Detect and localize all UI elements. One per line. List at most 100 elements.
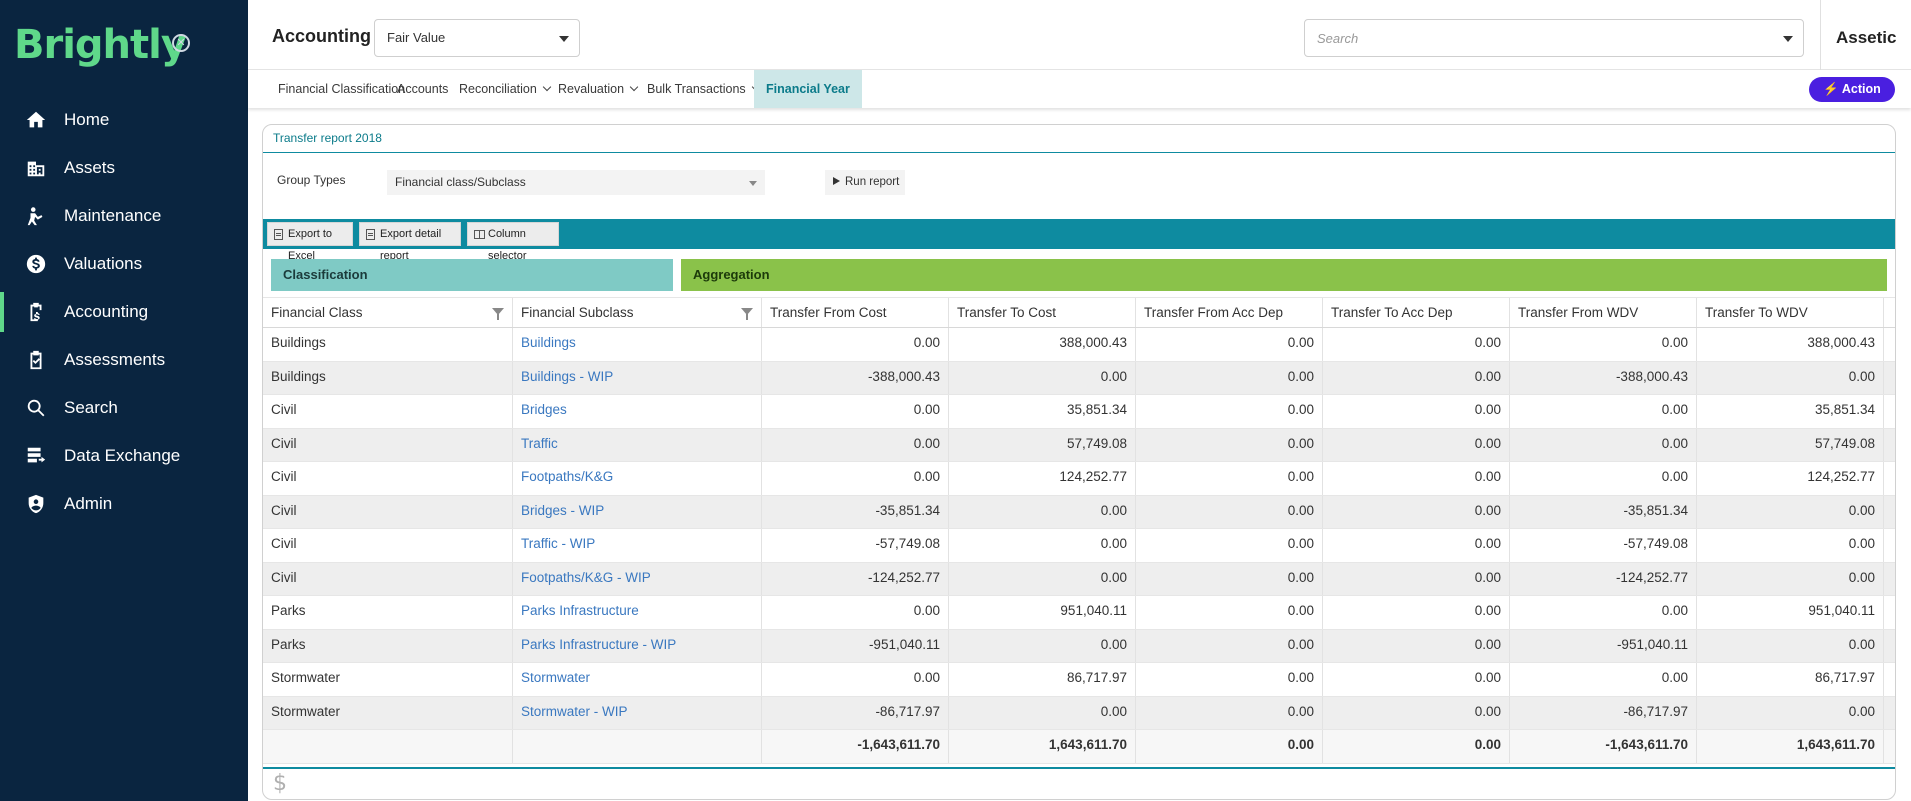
financial-class-cell: Buildings: [263, 361, 513, 394]
subclass-link[interactable]: Bridges: [513, 395, 762, 428]
tab-label: Financial Classification: [278, 82, 406, 96]
subclass-link[interactable]: Bridges - WIP: [513, 495, 762, 528]
export-excel-label: Export to Excel: [288, 228, 333, 262]
report-title: Transfer report 2018: [273, 131, 382, 145]
value-cell: 0.00: [1136, 629, 1323, 662]
sidebar-item-assessments[interactable]: Assessments: [0, 336, 248, 384]
value-cell: 0.00: [1136, 663, 1323, 696]
logo-text: Brightly: [14, 22, 187, 68]
column-header-label: Transfer To Acc Dep: [1331, 305, 1453, 320]
classification-group-header[interactable]: Classification: [271, 259, 673, 291]
run-report-button[interactable]: Run report: [825, 170, 905, 195]
value-cell: -388,000.43: [762, 361, 949, 394]
tab-revaluation[interactable]: Revaluation: [546, 70, 649, 108]
column-header[interactable]: Transfer To Acc Dep: [1323, 298, 1510, 327]
top-header: Accounting Fair Value Search Assetic: [248, 0, 1911, 70]
column-header-label: Financial Class: [271, 305, 363, 320]
value-cell: 0.00: [1136, 361, 1323, 394]
financial-class-cell: Parks: [263, 596, 513, 629]
sidebar-item-home[interactable]: Home: [0, 96, 248, 144]
value-cell: -388,000.43: [1510, 361, 1697, 394]
value-cell: 0.00: [1323, 428, 1510, 461]
subclass-link[interactable]: Stormwater: [513, 663, 762, 696]
subclass-link[interactable]: Stormwater - WIP: [513, 696, 762, 729]
global-search-input[interactable]: Search: [1304, 19, 1804, 57]
column-header[interactable]: Transfer To Cost: [949, 298, 1136, 327]
value-cell: 0.00: [949, 361, 1136, 394]
column-header-label: Transfer To Cost: [957, 305, 1057, 320]
value-cell: 0.00: [1510, 428, 1697, 461]
subclass-link[interactable]: Buildings: [513, 328, 762, 361]
subclass-link[interactable]: Traffic: [513, 428, 762, 461]
value-cell: 951,040.11: [949, 596, 1136, 629]
value-cell: 0.00: [1510, 596, 1697, 629]
value-cell: 0.00: [1697, 562, 1884, 595]
sidebar-item-maintenance[interactable]: Maintenance: [0, 192, 248, 240]
sidebar-item-data-exchange[interactable]: Data Exchange: [0, 432, 248, 480]
subclass-link[interactable]: Traffic - WIP: [513, 529, 762, 562]
subclass-link[interactable]: Parks Infrastructure: [513, 596, 762, 629]
valuation-mode-select[interactable]: Fair Value: [374, 19, 580, 57]
sidebar-nav: Home Assets Maintenance Valuations Accountin…: [0, 96, 248, 528]
value-cell: -124,252.77: [762, 562, 949, 595]
group-types-select[interactable]: Financial class/Subclass: [387, 170, 765, 195]
module-tabs: Financial Classification Accounts Reconcil…: [248, 70, 1911, 108]
brightly-logo[interactable]: Brightly: [14, 20, 187, 70]
aggregation-group-header[interactable]: Aggregation: [681, 259, 1887, 291]
value-cell: 0.00: [762, 428, 949, 461]
value-cell: 0.00: [1510, 395, 1697, 428]
column-header[interactable]: Financial Class: [263, 298, 513, 327]
dollar-icon: $: [273, 771, 287, 796]
financial-class-cell: Stormwater: [263, 696, 513, 729]
filter-icon[interactable]: [492, 308, 504, 320]
value-cell: 0.00: [1697, 495, 1884, 528]
value-cell: 0.00: [762, 596, 949, 629]
valuation-mode-value: Fair Value: [387, 30, 446, 45]
table-row: Civil Bridges 0.00 35,851.34 0.00 0.00 0.00 35,…: [263, 395, 1895, 429]
sidebar-item-search[interactable]: Search: [0, 384, 248, 432]
subclass-link[interactable]: Footpaths/K&G - WIP: [513, 562, 762, 595]
group-types-value: Financial class/Subclass: [395, 175, 526, 189]
export-detail-button[interactable]: Export detail report: [359, 222, 461, 262]
column-header[interactable]: Transfer From Acc Dep: [1136, 298, 1323, 327]
action-button[interactable]: ⚡ Action: [1809, 77, 1895, 102]
home-icon: [24, 108, 48, 132]
column-header[interactable]: Financial Subclass: [513, 298, 762, 327]
table-row: Parks Parks Infrastructure 0.00 951,040.11 0…: [263, 596, 1895, 630]
filter-icon[interactable]: [741, 308, 753, 320]
collapse-sidebar-icon[interactable]: ✕: [172, 34, 190, 52]
value-cell: 0.00: [1323, 596, 1510, 629]
sidebar-item-assets[interactable]: Assets: [0, 144, 248, 192]
value-cell: 86,717.97: [1697, 663, 1884, 696]
value-cell: 0.00: [1136, 696, 1323, 729]
export-excel-button[interactable]: Export to Excel: [267, 222, 353, 262]
sidebar: Brightly ✕ Home Assets Maintenance Valuatio…: [0, 0, 248, 801]
sidebar-item-valuations[interactable]: Valuations: [0, 240, 248, 288]
subclass-link[interactable]: Parks Infrastructure - WIP: [513, 629, 762, 662]
tab-accounts[interactable]: Accounts: [385, 70, 460, 108]
tab-label: Accounts: [397, 82, 449, 96]
column-header[interactable]: Transfer To WDV: [1697, 298, 1884, 327]
column-header[interactable]: Transfer From WDV: [1510, 298, 1697, 327]
value-cell: 0.00: [1323, 495, 1510, 528]
tab-bulk-transactions[interactable]: Bulk Transactions: [635, 70, 771, 108]
tab-financial-classification[interactable]: Financial Classification: [266, 70, 417, 108]
column-header[interactable]: Transfer From Cost: [762, 298, 949, 327]
sidebar-item-admin[interactable]: Admin: [0, 480, 248, 528]
value-cell: 0.00: [1697, 629, 1884, 662]
financial-class-cell: Civil: [263, 495, 513, 528]
value-cell: 57,749.08: [949, 428, 1136, 461]
subclass-link[interactable]: Footpaths/K&G: [513, 462, 762, 495]
sidebar-item-accounting[interactable]: Accounting: [0, 288, 248, 336]
subclass-link[interactable]: Buildings - WIP: [513, 361, 762, 394]
tab-label: Revaluation: [558, 82, 625, 96]
value-cell: 0.00: [1323, 663, 1510, 696]
grid-toolbar: Export to Excel Export detail report Col…: [263, 219, 1895, 262]
tab-financial-year[interactable]: Financial Year: [754, 70, 862, 108]
column-selector-label: Column selector: [488, 228, 527, 262]
search-icon: [24, 396, 48, 420]
financial-class-cell: Stormwater: [263, 663, 513, 696]
column-selector-button[interactable]: Column selector: [467, 222, 559, 262]
tab-reconciliation[interactable]: Reconciliation: [447, 70, 562, 108]
total-cell: 0.00: [1136, 730, 1323, 763]
